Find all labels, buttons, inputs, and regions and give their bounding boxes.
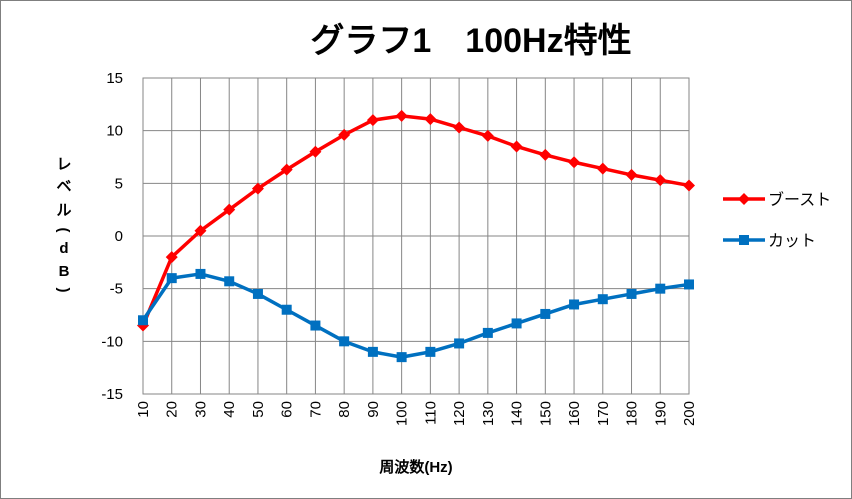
legend-marker xyxy=(739,235,749,245)
x-tick-label: 130 xyxy=(480,401,497,426)
data-point xyxy=(425,346,436,357)
data-point xyxy=(339,336,350,347)
plot-border xyxy=(142,77,690,395)
x-tick-label: 200 xyxy=(681,401,698,426)
x-tick-label: 170 xyxy=(595,401,612,426)
y-axis-label-char: ) xyxy=(55,288,72,293)
series-layer xyxy=(137,109,695,363)
data-point xyxy=(626,288,637,299)
y-tick-label: -15 xyxy=(101,386,123,403)
data-point xyxy=(251,182,264,195)
data-point xyxy=(655,283,666,294)
y-axis-label-char: ベ xyxy=(56,178,71,195)
x-tick-label: 140 xyxy=(509,401,526,426)
y-tick-label: 15 xyxy=(106,70,123,87)
data-point xyxy=(280,163,293,176)
y-axis-label-char: ( xyxy=(55,228,72,233)
x-axis-ticks: 10 20 30 40 50 60 70 80 90 100 110 120 130 140 150 160 1… xyxy=(135,401,698,426)
x-tick-label: 180 xyxy=(624,401,641,426)
data-point xyxy=(252,288,263,299)
x-tick-label: 10 xyxy=(135,401,152,418)
legend-marker xyxy=(738,193,750,205)
data-point xyxy=(568,156,581,169)
x-tick-label: 40 xyxy=(221,401,238,418)
data-point xyxy=(596,162,609,175)
x-tick-label: 160 xyxy=(566,401,583,426)
data-point xyxy=(569,299,580,310)
y-tick-label: -10 xyxy=(101,333,123,350)
legend-label: ブースト xyxy=(768,190,831,209)
data-point xyxy=(194,224,207,237)
x-tick-label: 60 xyxy=(279,401,296,418)
data-point xyxy=(366,114,379,127)
data-point xyxy=(166,273,177,284)
data-point xyxy=(224,276,235,287)
chart-title: グラフ1 100Hz特性 xyxy=(310,22,631,60)
data-point xyxy=(539,148,552,161)
y-tick-label: 10 xyxy=(106,123,123,140)
legend-label: カット xyxy=(768,233,816,250)
data-point xyxy=(424,113,437,126)
x-tick-label: 30 xyxy=(192,401,209,418)
data-point xyxy=(367,346,378,357)
y-axis-label-char: B xyxy=(59,263,70,280)
y-tick-label: 5 xyxy=(115,175,123,192)
y-tick-label: -5 xyxy=(110,281,123,298)
data-point xyxy=(654,174,667,187)
data-point xyxy=(309,145,322,158)
data-point xyxy=(540,308,551,319)
x-tick-label: 90 xyxy=(365,401,382,418)
data-point xyxy=(683,179,695,192)
x-tick-label: 120 xyxy=(451,401,468,426)
data-point xyxy=(310,320,321,331)
x-tick-label: 190 xyxy=(652,401,669,426)
y-axis-ticks: 15 10 5 0 -5 -10 -15 xyxy=(101,70,123,403)
x-tick-label: 100 xyxy=(394,401,411,426)
data-point xyxy=(165,251,178,264)
y-tick-label: 0 xyxy=(115,228,123,245)
data-point xyxy=(597,294,608,305)
x-tick-label: 50 xyxy=(250,401,267,418)
x-tick-label: 70 xyxy=(307,401,324,418)
data-point xyxy=(395,109,408,122)
y-axis-label-char: d xyxy=(59,240,68,257)
data-point xyxy=(338,128,351,141)
y-axis-label-char: ル xyxy=(56,202,71,219)
data-point xyxy=(396,352,407,363)
data-point xyxy=(223,203,236,216)
y-axis-label-char: レ xyxy=(56,156,71,173)
data-point xyxy=(195,268,206,279)
data-point xyxy=(138,315,148,326)
x-tick-label: 110 xyxy=(422,401,439,425)
data-point xyxy=(510,140,523,153)
x-tick-label: 150 xyxy=(537,401,554,426)
data-point xyxy=(625,168,638,181)
x-tick-label: 20 xyxy=(164,401,181,418)
y-axis-label: レベル ( dB) xyxy=(55,156,72,293)
data-point xyxy=(454,338,465,349)
data-point xyxy=(684,279,694,290)
x-tick-label: 80 xyxy=(336,401,353,418)
data-point xyxy=(481,129,494,142)
data-point xyxy=(453,121,466,134)
data-point xyxy=(281,304,292,315)
data-point xyxy=(511,318,522,329)
data-point xyxy=(482,327,493,338)
x-axis-label: 周波数(Hz) xyxy=(379,458,452,476)
